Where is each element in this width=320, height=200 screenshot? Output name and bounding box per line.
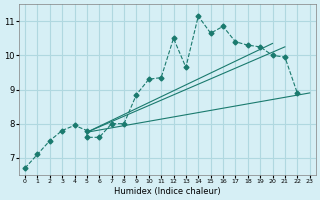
X-axis label: Humidex (Indice chaleur): Humidex (Indice chaleur)	[114, 187, 221, 196]
